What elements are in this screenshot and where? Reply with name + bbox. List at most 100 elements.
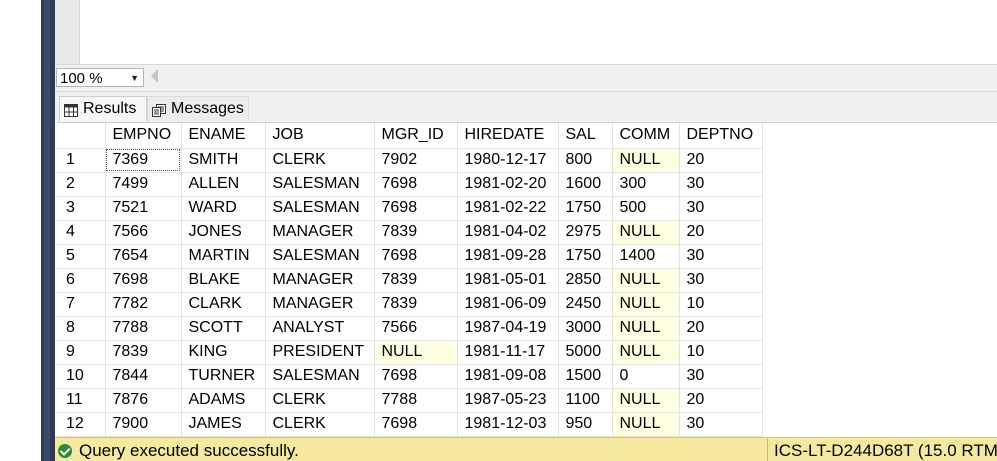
- row-number-header[interactable]: [57, 123, 106, 149]
- table-cell[interactable]: 2850: [558, 268, 613, 293]
- row-number[interactable]: 7: [57, 292, 106, 317]
- table-cell[interactable]: 7844: [105, 364, 182, 389]
- table-row[interactable]: 4 7566 JONES MANAGER 7839 1981-04-02 2975 NULL 2…: [57, 220, 763, 245]
- table-cell[interactable]: SALESMAN: [265, 196, 375, 221]
- table-cell[interactable]: 30: [679, 196, 763, 221]
- tab-messages[interactable]: Messages: [147, 96, 249, 121]
- table-cell[interactable]: 10: [679, 292, 763, 317]
- table-cell[interactable]: 7698: [374, 196, 458, 221]
- table-cell[interactable]: 7698: [374, 412, 458, 437]
- table-cell[interactable]: 300: [612, 172, 680, 197]
- table-cell[interactable]: 7698: [105, 268, 182, 293]
- table-row[interactable]: 2 7499 ALLEN SALESMAN 7698 1981-02-20 1600 300 3…: [57, 172, 763, 197]
- table-cell[interactable]: 1400: [612, 244, 680, 269]
- table-cell[interactable]: MARTIN: [181, 244, 266, 269]
- table-cell[interactable]: 30: [679, 364, 763, 389]
- table-cell[interactable]: 3000: [558, 316, 613, 341]
- table-cell[interactable]: 2450: [558, 292, 613, 317]
- table-cell[interactable]: ALLEN: [181, 172, 266, 197]
- column-header[interactable]: MGR_ID: [374, 123, 458, 149]
- table-cell[interactable]: 30: [679, 172, 763, 197]
- table-cell[interactable]: CLERK: [265, 148, 375, 173]
- table-cell[interactable]: 7788: [374, 388, 458, 413]
- tab-results[interactable]: Results: [59, 96, 147, 121]
- table-cell[interactable]: TURNER: [181, 364, 266, 389]
- table-row[interactable]: 10 7844 TURNER SALESMAN 7698 1981-09-08 1500 0 3…: [57, 364, 763, 389]
- table-cell[interactable]: 7902: [374, 148, 458, 173]
- table-cell[interactable]: NULL: [374, 340, 458, 365]
- table-cell[interactable]: 30: [679, 412, 763, 437]
- table-cell[interactable]: 1981-06-09: [457, 292, 559, 317]
- table-row[interactable]: 12 7900 JAMES CLERK 7698 1981-12-03 950 NULL 30: [57, 412, 763, 437]
- table-cell[interactable]: 7369: [105, 148, 182, 173]
- table-cell[interactable]: NULL: [612, 220, 680, 245]
- table-cell[interactable]: NULL: [612, 388, 680, 413]
- table-row[interactable]: 7 7782 CLARK MANAGER 7839 1981-06-09 2450 NULL 1…: [57, 292, 763, 317]
- table-cell[interactable]: 10: [679, 340, 763, 365]
- table-cell[interactable]: 1981-12-03: [457, 412, 559, 437]
- table-cell[interactable]: 7654: [105, 244, 182, 269]
- table-cell[interactable]: 1987-05-23: [457, 388, 559, 413]
- table-cell[interactable]: 20: [679, 388, 763, 413]
- table-cell[interactable]: MANAGER: [265, 292, 375, 317]
- table-cell[interactable]: 1981-05-01: [457, 268, 559, 293]
- table-row[interactable]: 11 7876 ADAMS CLERK 7788 1987-05-23 1100 NULL 20: [57, 388, 763, 413]
- column-header[interactable]: SAL: [558, 123, 613, 149]
- table-cell[interactable]: NULL: [612, 316, 680, 341]
- table-row[interactable]: 3 7521 WARD SALESMAN 7698 1981-02-22 1750 500 30: [57, 196, 763, 221]
- query-editor[interactable]: [55, 0, 997, 64]
- table-cell[interactable]: JONES: [181, 220, 266, 245]
- table-cell[interactable]: 7499: [105, 172, 182, 197]
- table-cell[interactable]: SALESMAN: [265, 172, 375, 197]
- table-row[interactable]: 1 7369 SMITH CLERK 7902 1980-12-17 800 NULL 20: [57, 148, 763, 173]
- table-cell[interactable]: 7788: [105, 316, 182, 341]
- table-cell[interactable]: 7839: [374, 220, 458, 245]
- table-cell[interactable]: 1750: [558, 244, 613, 269]
- table-cell[interactable]: 1750: [558, 196, 613, 221]
- table-cell[interactable]: NULL: [612, 148, 680, 173]
- table-cell[interactable]: NULL: [612, 268, 680, 293]
- table-row[interactable]: 5 7654 MARTIN SALESMAN 7698 1981-09-28 1750 140…: [57, 244, 763, 269]
- table-cell[interactable]: ANALYST: [265, 316, 375, 341]
- row-number[interactable]: 3: [57, 196, 106, 221]
- table-cell[interactable]: NULL: [612, 292, 680, 317]
- column-header[interactable]: JOB: [265, 123, 375, 149]
- table-cell[interactable]: SALESMAN: [265, 244, 375, 269]
- table-cell[interactable]: 1500: [558, 364, 613, 389]
- table-cell[interactable]: SCOTT: [181, 316, 266, 341]
- results-grid[interactable]: EMPNO ENAME JOB MGR_ID HIREDATE SAL COMM DEPTNO…: [57, 122, 997, 438]
- table-cell[interactable]: 1981-02-20: [457, 172, 559, 197]
- column-header[interactable]: ENAME: [181, 123, 266, 149]
- table-cell[interactable]: 7698: [374, 172, 458, 197]
- table-cell[interactable]: 7698: [374, 364, 458, 389]
- table-cell[interactable]: CLARK: [181, 292, 266, 317]
- table-cell[interactable]: 1100: [558, 388, 613, 413]
- table-cell[interactable]: 30: [679, 244, 763, 269]
- row-number[interactable]: 2: [57, 172, 106, 197]
- table-cell[interactable]: 1981-04-02: [457, 220, 559, 245]
- column-header[interactable]: EMPNO: [105, 123, 182, 149]
- table-cell[interactable]: WARD: [181, 196, 266, 221]
- scroll-left-icon[interactable]: [151, 69, 158, 83]
- table-cell[interactable]: KING: [181, 340, 266, 365]
- table-cell[interactable]: 2975: [558, 220, 613, 245]
- table-cell[interactable]: JAMES: [181, 412, 266, 437]
- table-cell[interactable]: 7566: [374, 316, 458, 341]
- table-cell[interactable]: 7900: [105, 412, 182, 437]
- row-number[interactable]: 9: [57, 340, 106, 365]
- row-number[interactable]: 10: [57, 364, 106, 389]
- table-cell[interactable]: 1980-12-17: [457, 148, 559, 173]
- table-cell[interactable]: 20: [679, 316, 763, 341]
- table-row[interactable]: 8 7788 SCOTT ANALYST 7566 1987-04-19 3000 NULL 2…: [57, 316, 763, 341]
- row-number[interactable]: 11: [57, 388, 106, 413]
- table-cell[interactable]: 30: [679, 268, 763, 293]
- table-cell[interactable]: CLERK: [265, 388, 375, 413]
- table-cell[interactable]: 0: [612, 364, 680, 389]
- table-cell[interactable]: ADAMS: [181, 388, 266, 413]
- column-header[interactable]: HIREDATE: [457, 123, 559, 149]
- column-header[interactable]: DEPTNO: [679, 123, 763, 149]
- table-cell[interactable]: CLERK: [265, 412, 375, 437]
- table-cell[interactable]: 7698: [374, 244, 458, 269]
- table-cell[interactable]: 7521: [105, 196, 182, 221]
- table-cell[interactable]: 1981-09-08: [457, 364, 559, 389]
